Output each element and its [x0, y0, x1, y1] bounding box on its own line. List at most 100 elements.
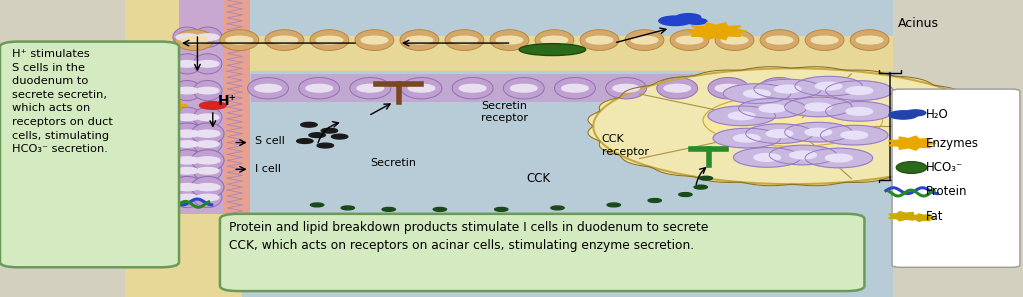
Ellipse shape [350, 78, 391, 99]
Circle shape [433, 208, 446, 211]
Circle shape [759, 105, 786, 112]
Circle shape [795, 76, 862, 96]
Circle shape [815, 82, 842, 90]
Circle shape [811, 36, 838, 44]
Text: Secretin: Secretin [370, 158, 416, 168]
Circle shape [846, 108, 873, 115]
Circle shape [271, 36, 298, 44]
Ellipse shape [193, 187, 222, 208]
Circle shape [754, 79, 821, 99]
Circle shape [805, 128, 832, 136]
Circle shape [196, 87, 219, 94]
Text: H⁺ stimulates
S cells in the
duodenum to
secrete secretin,
which acts on
recepto: H⁺ stimulates S cells in the duodenum to… [12, 49, 114, 154]
Circle shape [817, 84, 844, 92]
Circle shape [176, 114, 198, 121]
Ellipse shape [490, 30, 529, 50]
Circle shape [785, 122, 852, 142]
Text: Enzymes: Enzymes [926, 137, 979, 150]
Text: HCO₃⁻: HCO₃⁻ [926, 161, 963, 174]
Ellipse shape [173, 107, 202, 127]
Circle shape [739, 99, 806, 118]
Circle shape [495, 208, 507, 211]
Text: H⁺: H⁺ [218, 94, 236, 108]
Ellipse shape [191, 176, 224, 198]
Circle shape [769, 145, 837, 165]
Ellipse shape [173, 54, 202, 74]
Text: S cell: S cell [255, 136, 284, 146]
Circle shape [408, 84, 435, 92]
Ellipse shape [175, 30, 214, 50]
Polygon shape [888, 136, 936, 150]
Circle shape [309, 133, 325, 138]
Circle shape [774, 85, 801, 93]
Circle shape [255, 84, 281, 92]
Circle shape [361, 36, 388, 44]
Ellipse shape [715, 30, 754, 50]
Circle shape [306, 84, 332, 92]
Ellipse shape [759, 78, 800, 99]
Ellipse shape [299, 78, 340, 99]
Ellipse shape [220, 30, 259, 50]
Ellipse shape [554, 78, 595, 99]
Circle shape [331, 134, 348, 139]
Ellipse shape [265, 30, 304, 50]
Text: Fat: Fat [926, 210, 943, 223]
Bar [125, 0, 242, 297]
Ellipse shape [173, 134, 202, 154]
Circle shape [301, 122, 317, 127]
Ellipse shape [191, 123, 224, 144]
Circle shape [790, 151, 816, 159]
Circle shape [562, 84, 588, 92]
Circle shape [723, 84, 791, 103]
Circle shape [676, 36, 703, 44]
Ellipse shape [850, 30, 889, 50]
Text: Protein and lipid breakdown products stimulate I cells in duodenum to secrete
CC: Protein and lipid breakdown products sti… [229, 221, 709, 252]
Circle shape [316, 36, 343, 44]
Text: I cell: I cell [255, 164, 280, 174]
Polygon shape [685, 23, 747, 40]
Circle shape [805, 103, 832, 111]
FancyBboxPatch shape [892, 89, 1020, 267]
Ellipse shape [625, 30, 664, 50]
Ellipse shape [708, 78, 749, 99]
Circle shape [785, 97, 852, 117]
Circle shape [713, 128, 781, 148]
Circle shape [496, 36, 523, 44]
Circle shape [176, 87, 198, 94]
Circle shape [321, 128, 338, 133]
Circle shape [820, 125, 888, 145]
Text: Acinus: Acinus [898, 17, 939, 30]
Circle shape [195, 157, 220, 164]
Ellipse shape [810, 78, 851, 99]
Circle shape [226, 36, 253, 44]
Ellipse shape [896, 162, 927, 173]
Circle shape [728, 112, 755, 120]
Circle shape [176, 61, 198, 67]
Circle shape [659, 16, 692, 26]
Circle shape [841, 131, 868, 139]
Ellipse shape [401, 78, 442, 99]
Circle shape [679, 193, 693, 197]
Ellipse shape [191, 150, 224, 171]
Circle shape [196, 168, 219, 174]
Bar [179, 0, 226, 214]
Circle shape [586, 36, 613, 44]
Circle shape [746, 124, 813, 143]
Ellipse shape [173, 187, 202, 208]
Circle shape [613, 84, 639, 92]
Circle shape [905, 110, 926, 116]
Ellipse shape [445, 30, 484, 50]
Ellipse shape [503, 78, 544, 99]
Circle shape [176, 34, 198, 40]
Circle shape [664, 84, 691, 92]
Text: Protein: Protein [926, 185, 968, 198]
Circle shape [826, 154, 852, 162]
Polygon shape [909, 214, 935, 222]
Circle shape [715, 84, 742, 92]
Circle shape [459, 84, 486, 92]
Ellipse shape [193, 107, 222, 127]
Ellipse shape [520, 44, 585, 56]
Polygon shape [132, 198, 167, 209]
Text: CCK
receptor: CCK receptor [602, 134, 649, 157]
Circle shape [846, 87, 873, 94]
